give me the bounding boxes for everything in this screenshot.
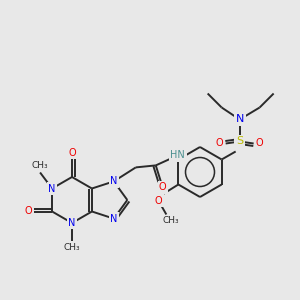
Text: CH₃: CH₃	[64, 244, 80, 253]
Text: N: N	[48, 184, 56, 194]
Text: O: O	[159, 182, 166, 192]
Text: S: S	[236, 136, 243, 146]
Text: CH₃: CH₃	[162, 216, 179, 225]
Text: O: O	[154, 196, 162, 206]
Text: O: O	[256, 139, 263, 148]
Text: O: O	[216, 139, 224, 148]
Text: HN: HN	[170, 150, 185, 161]
Text: O: O	[68, 148, 76, 158]
Text: N: N	[110, 176, 118, 186]
Text: N: N	[110, 214, 118, 224]
Text: N: N	[68, 218, 76, 228]
Text: CH₃: CH₃	[32, 161, 48, 170]
Text: O: O	[24, 206, 32, 217]
Text: N: N	[236, 115, 244, 124]
